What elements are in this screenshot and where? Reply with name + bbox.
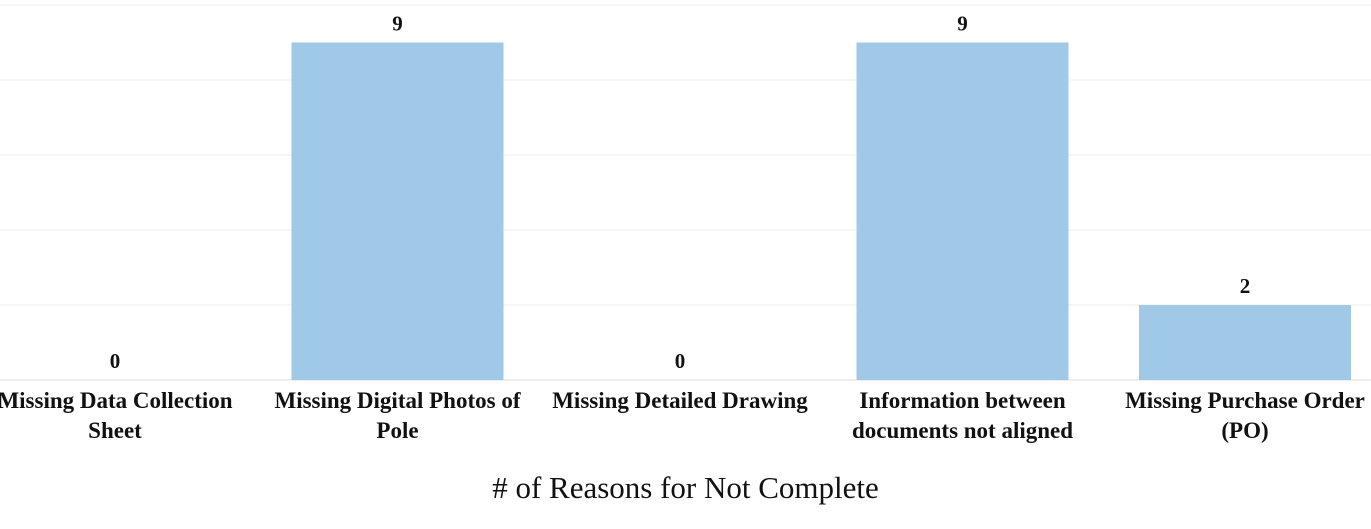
bar [1139,305,1351,380]
x-tick-label: Missing Data Collection Sheet [0,388,233,443]
value-label: 9 [392,12,403,36]
bar [291,42,504,380]
x-tick-label: Missing Digital Photos of Pole [274,388,521,443]
x-tick-label: Missing Purchase Order (PO) [1125,388,1365,443]
value-label: 2 [1240,274,1251,298]
value-label: 0 [110,349,121,373]
value-label: 0 [675,349,686,373]
x-tick-label: Missing Detailed Drawing [552,388,808,413]
bar [856,42,1069,380]
value-label: 9 [957,12,968,36]
x-axis-title: # of Reasons for Not Complete [492,470,879,505]
x-tick-label: Information between documents not aligne… [851,388,1074,443]
